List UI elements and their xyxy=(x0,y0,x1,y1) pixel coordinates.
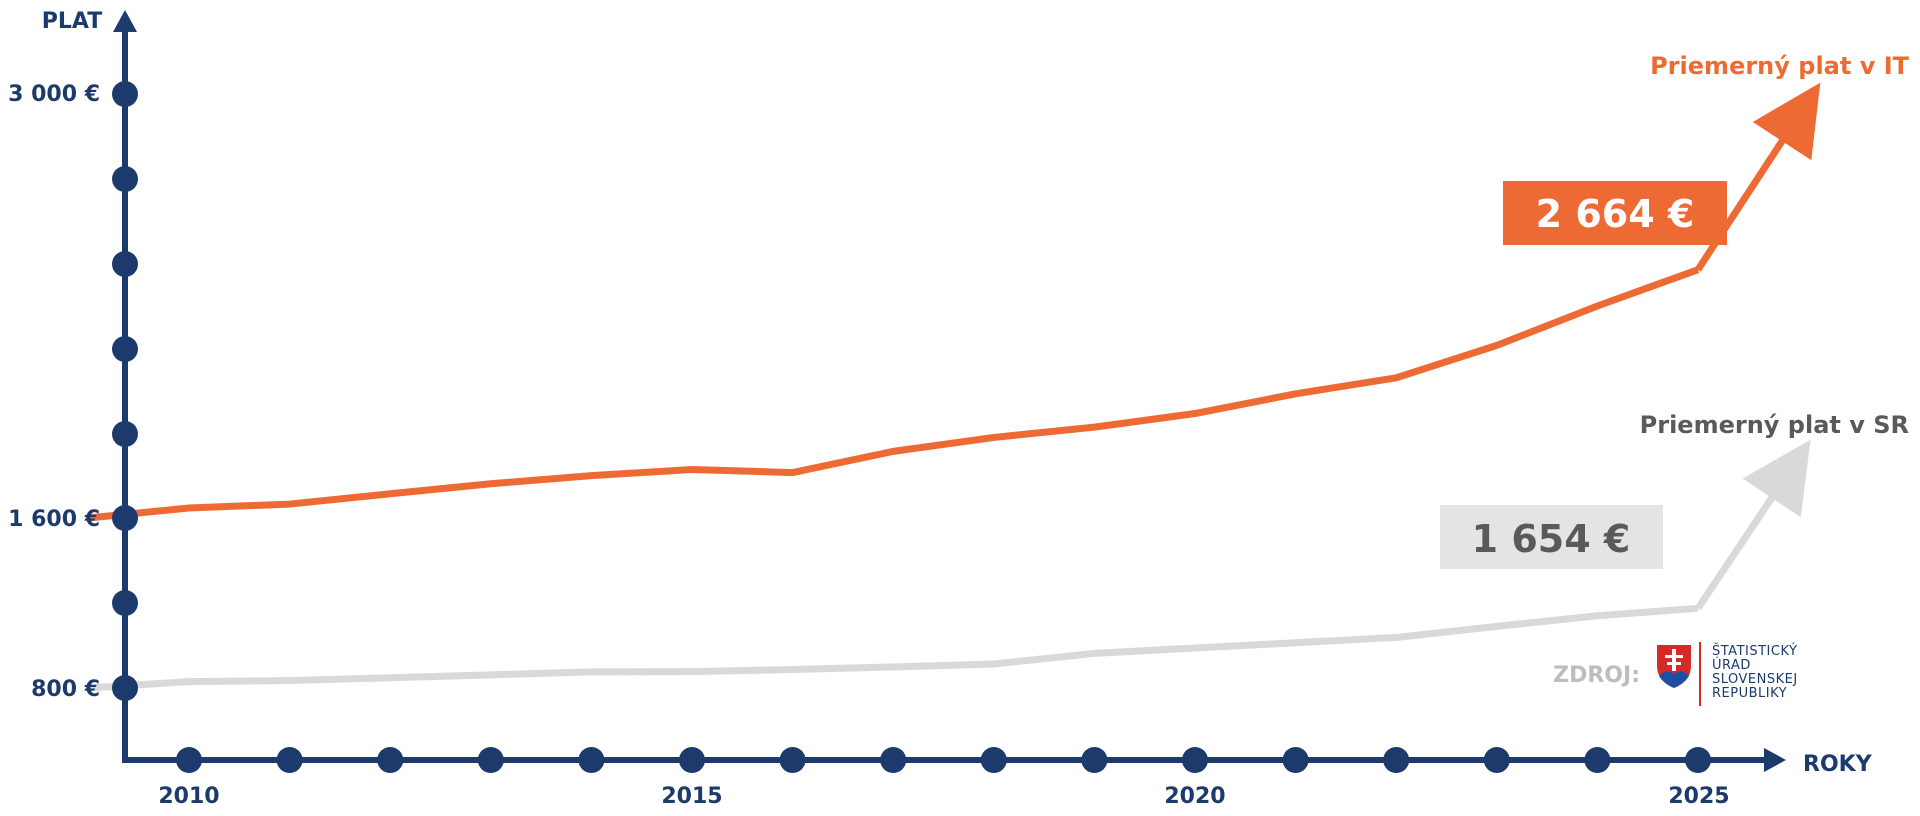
y-axis-dot xyxy=(112,421,138,447)
sr-value-label: 1 654 € xyxy=(1472,517,1631,561)
x-axis-dots xyxy=(176,747,1711,773)
it-value-label: 2 664 € xyxy=(1536,192,1695,236)
x-axis-dot xyxy=(477,747,504,773)
x-axis-dot xyxy=(1282,747,1309,773)
sr-value-callout: 1 654 € xyxy=(1440,505,1663,569)
y-axis-dot xyxy=(112,675,138,701)
logo-text-line: ÚRAD xyxy=(1712,657,1751,673)
logo-text-line: REPUBLIKY xyxy=(1712,686,1787,701)
x-axis-dot xyxy=(377,747,404,773)
y-axis-arrow xyxy=(113,10,137,32)
y-axis-title: PLAT xyxy=(42,9,102,34)
it-value-callout: 2 664 € xyxy=(1503,181,1727,245)
logo-text-line: SLOVENSKEJ xyxy=(1712,672,1798,687)
y-axis-dot xyxy=(112,166,138,192)
y-tick-label: 1 600 € xyxy=(8,507,100,532)
y-tick-label: 800 € xyxy=(31,677,100,702)
y-axis-dot xyxy=(112,590,138,616)
x-axis-title: ROKY xyxy=(1803,752,1873,777)
sr-value-box xyxy=(1440,505,1663,569)
x-axis-dot xyxy=(880,747,907,773)
series-line-sr xyxy=(88,604,1699,692)
x-axis-dot xyxy=(276,747,303,773)
x-tick-label: 2015 xyxy=(661,784,722,809)
x-axis-dot xyxy=(779,747,806,773)
source-block: ZDROJ: ŠTATISTICKÝ ÚRAD SLOVENSKEJ REPUB… xyxy=(1553,642,1798,706)
x-tick-label: 2025 xyxy=(1668,784,1729,809)
slovak-coat-of-arms-icon xyxy=(1657,645,1691,688)
y-tick-label: 3 000 € xyxy=(8,82,100,107)
y-axis-dot xyxy=(112,505,138,531)
x-axis-dot xyxy=(1182,747,1208,773)
x-axis-dot xyxy=(1383,747,1410,773)
y-axis-dot xyxy=(112,81,138,107)
x-axis-dot xyxy=(176,747,202,773)
y-axis-dot xyxy=(112,336,138,362)
x-axis-dot xyxy=(1685,747,1711,773)
x-axis-dot xyxy=(1081,747,1108,773)
y-axis-dot xyxy=(112,251,138,277)
x-axis-dot xyxy=(679,747,705,773)
logo-text-line: ŠTATISTICKÝ xyxy=(1712,643,1797,659)
it-series-label: Priemerný plat v IT xyxy=(1650,52,1909,80)
sr-series-label: Priemerný plat v SR xyxy=(1640,411,1909,439)
series-line-sr-arrow xyxy=(1695,439,1811,611)
series-line-it xyxy=(88,266,1700,522)
x-axis-arrow xyxy=(1764,748,1786,772)
it-value-box xyxy=(1503,181,1727,245)
source-label: ZDROJ: xyxy=(1553,663,1640,688)
x-axis-dot xyxy=(1584,747,1611,773)
x-axis-dot xyxy=(980,747,1007,773)
x-tick-label: 2020 xyxy=(1164,784,1225,809)
y-axis-dots xyxy=(112,81,138,701)
x-axis-dot xyxy=(1483,747,1510,773)
x-tick-label: 2010 xyxy=(158,784,219,809)
x-axis-dot xyxy=(578,747,605,773)
